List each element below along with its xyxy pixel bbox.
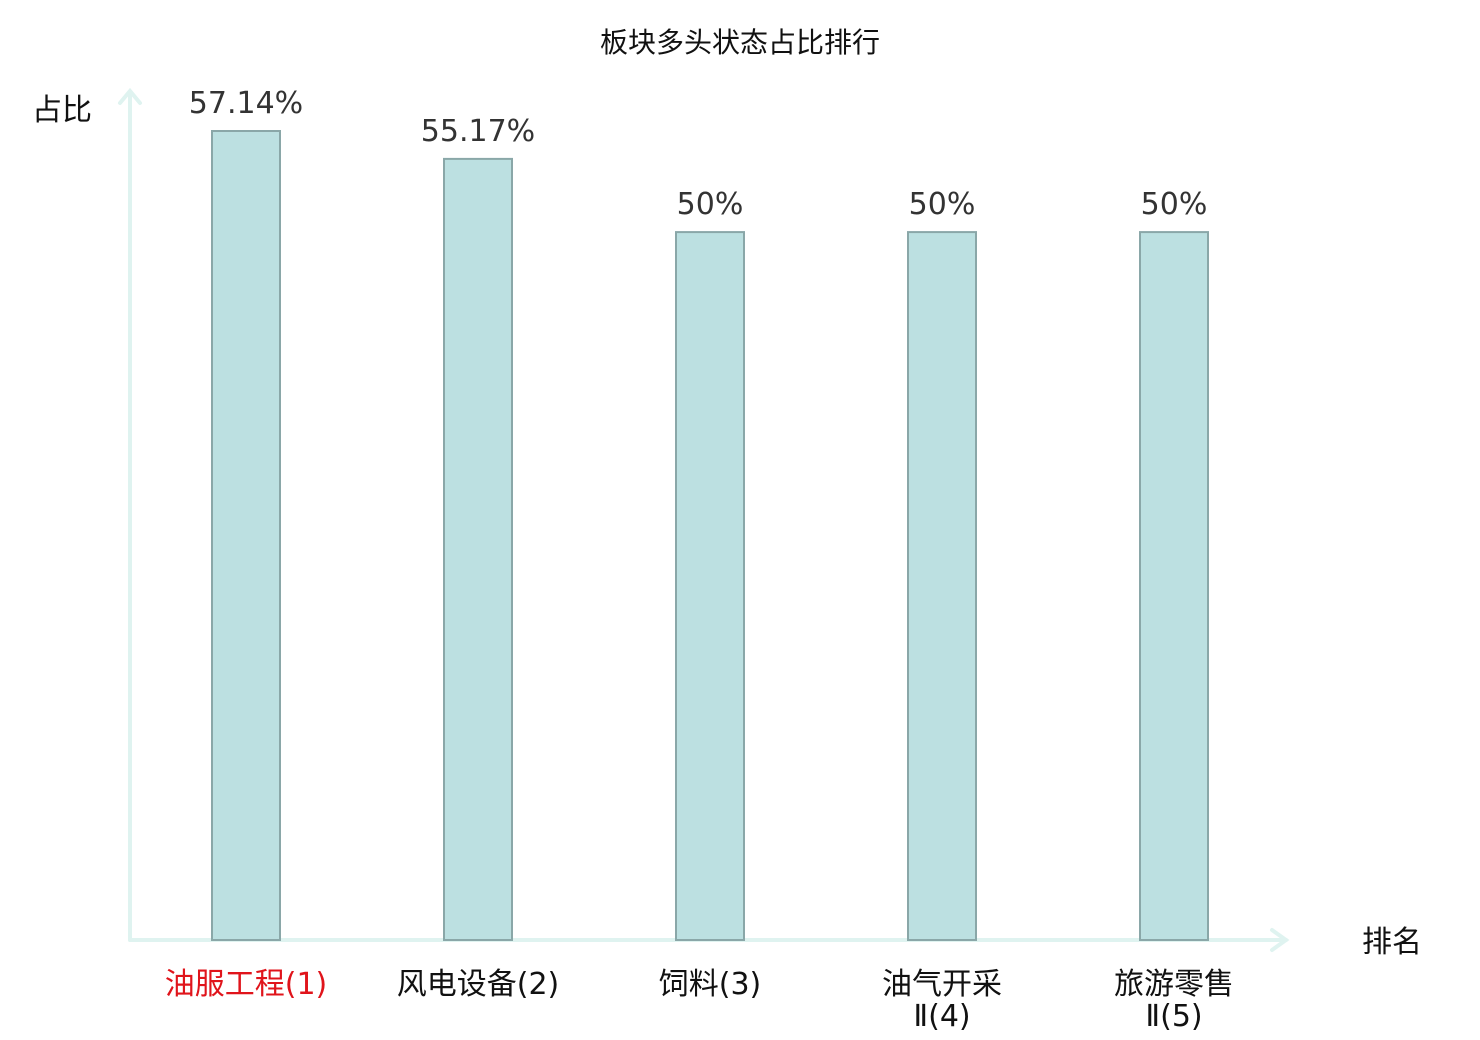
bar-value-label: 55.17% bbox=[421, 114, 535, 149]
bar bbox=[907, 231, 977, 941]
y-axis-arrow bbox=[118, 87, 142, 105]
bar bbox=[1139, 231, 1209, 941]
bar bbox=[211, 130, 281, 941]
category-label: 油服工程(1) bbox=[165, 967, 328, 1002]
bar-value-label: 50% bbox=[677, 187, 744, 222]
bars-group: 57.14% 油服工程(1) 55.17% 风电设备(2) 50% 饲料(3) 50% 油气开… bbox=[165, 86, 1234, 1034]
category-label: 旅游零售 bbox=[1114, 967, 1234, 1002]
category-label: Ⅱ(5) bbox=[1145, 999, 1202, 1034]
bar-value-label: 50% bbox=[909, 187, 976, 222]
category-label: Ⅱ(4) bbox=[913, 999, 970, 1034]
category-label: 油气开采 bbox=[882, 967, 1002, 1002]
category-label: 饲料(3) bbox=[659, 967, 762, 1002]
y-axis-title: 占比 bbox=[32, 93, 92, 128]
bar bbox=[443, 157, 513, 941]
bar-value-label: 50% bbox=[1141, 187, 1208, 222]
bar bbox=[675, 231, 745, 941]
x-axis-title: 排名 bbox=[1362, 925, 1422, 960]
category-label: 风电设备(2) bbox=[397, 967, 560, 1002]
x-axis-arrow bbox=[1270, 928, 1290, 952]
bar-value-label: 57.14% bbox=[189, 86, 303, 121]
chart-title: 板块多头状态占比排行 bbox=[600, 26, 880, 59]
